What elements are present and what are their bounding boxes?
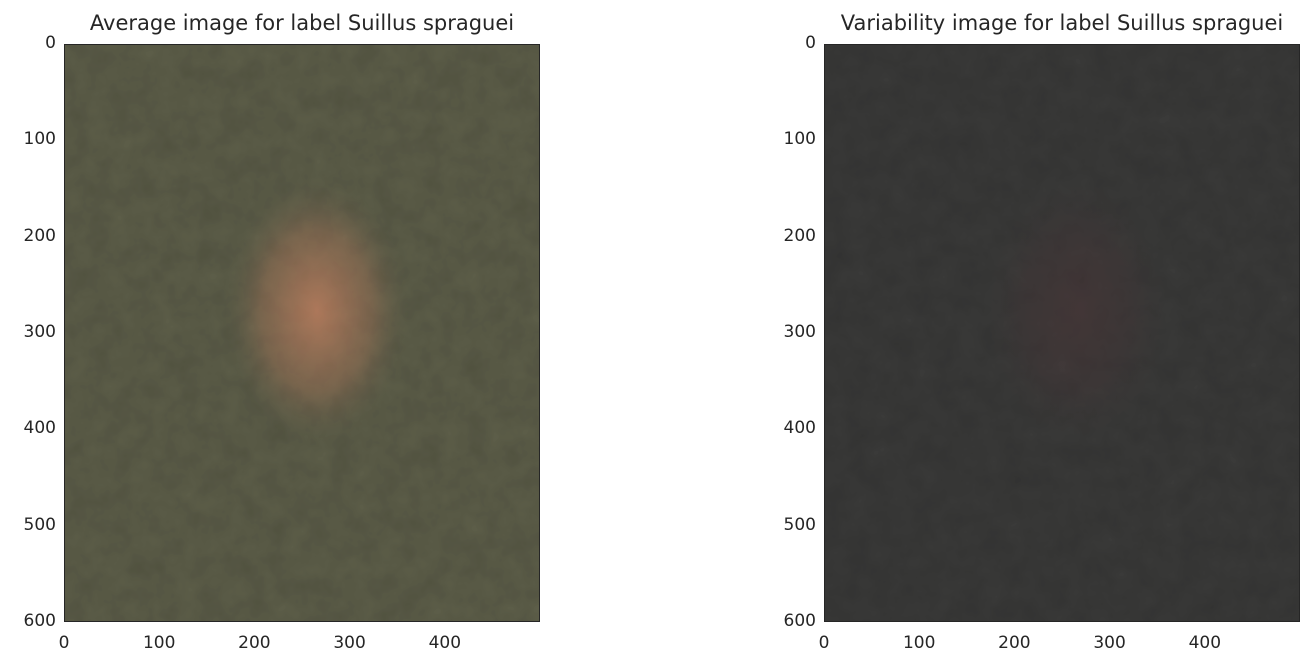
y-tick-label: 600	[23, 611, 56, 631]
x-tick-label: 400	[1188, 633, 1222, 653]
x-tick-label: 100	[142, 633, 176, 653]
y-tick-label: 400	[23, 418, 56, 439]
variability-image-canvas	[825, 45, 1299, 621]
y-tick-label: 400	[783, 418, 816, 439]
y-tick-label: 0	[805, 33, 816, 53]
x-tick-label: 0	[818, 633, 830, 653]
average-image-plot	[64, 44, 540, 622]
variability-image-title: Variability image for label Suillus spra…	[840, 11, 1284, 35]
image-grain	[65, 45, 539, 621]
y-tick-label: 200	[783, 225, 816, 246]
x-tick-label: 100	[902, 633, 936, 653]
x-tick-label: 200	[998, 633, 1031, 653]
y-tick-label: 500	[23, 514, 56, 535]
y-tick-label: 600	[783, 611, 816, 631]
y-tick-label: 300	[23, 322, 56, 342]
x-tick-label: 0	[58, 633, 70, 653]
y-tick-label: 0	[45, 33, 56, 53]
x-tick-label: 300	[1093, 633, 1126, 653]
image-grain	[825, 45, 1299, 621]
x-tick-label: 300	[333, 633, 366, 653]
x-tick-label: 400	[428, 633, 462, 653]
y-tick-label: 500	[783, 514, 816, 535]
variability-image-plot	[824, 44, 1300, 622]
y-tick-label: 200	[23, 225, 56, 246]
y-tick-label: 100	[23, 129, 56, 150]
average-image-title: Average image for label Suillus spraguei	[89, 11, 515, 35]
average-image-canvas	[65, 45, 539, 621]
y-tick-label: 100	[783, 129, 816, 150]
y-tick-label: 300	[783, 322, 816, 342]
x-tick-label: 200	[238, 633, 271, 653]
